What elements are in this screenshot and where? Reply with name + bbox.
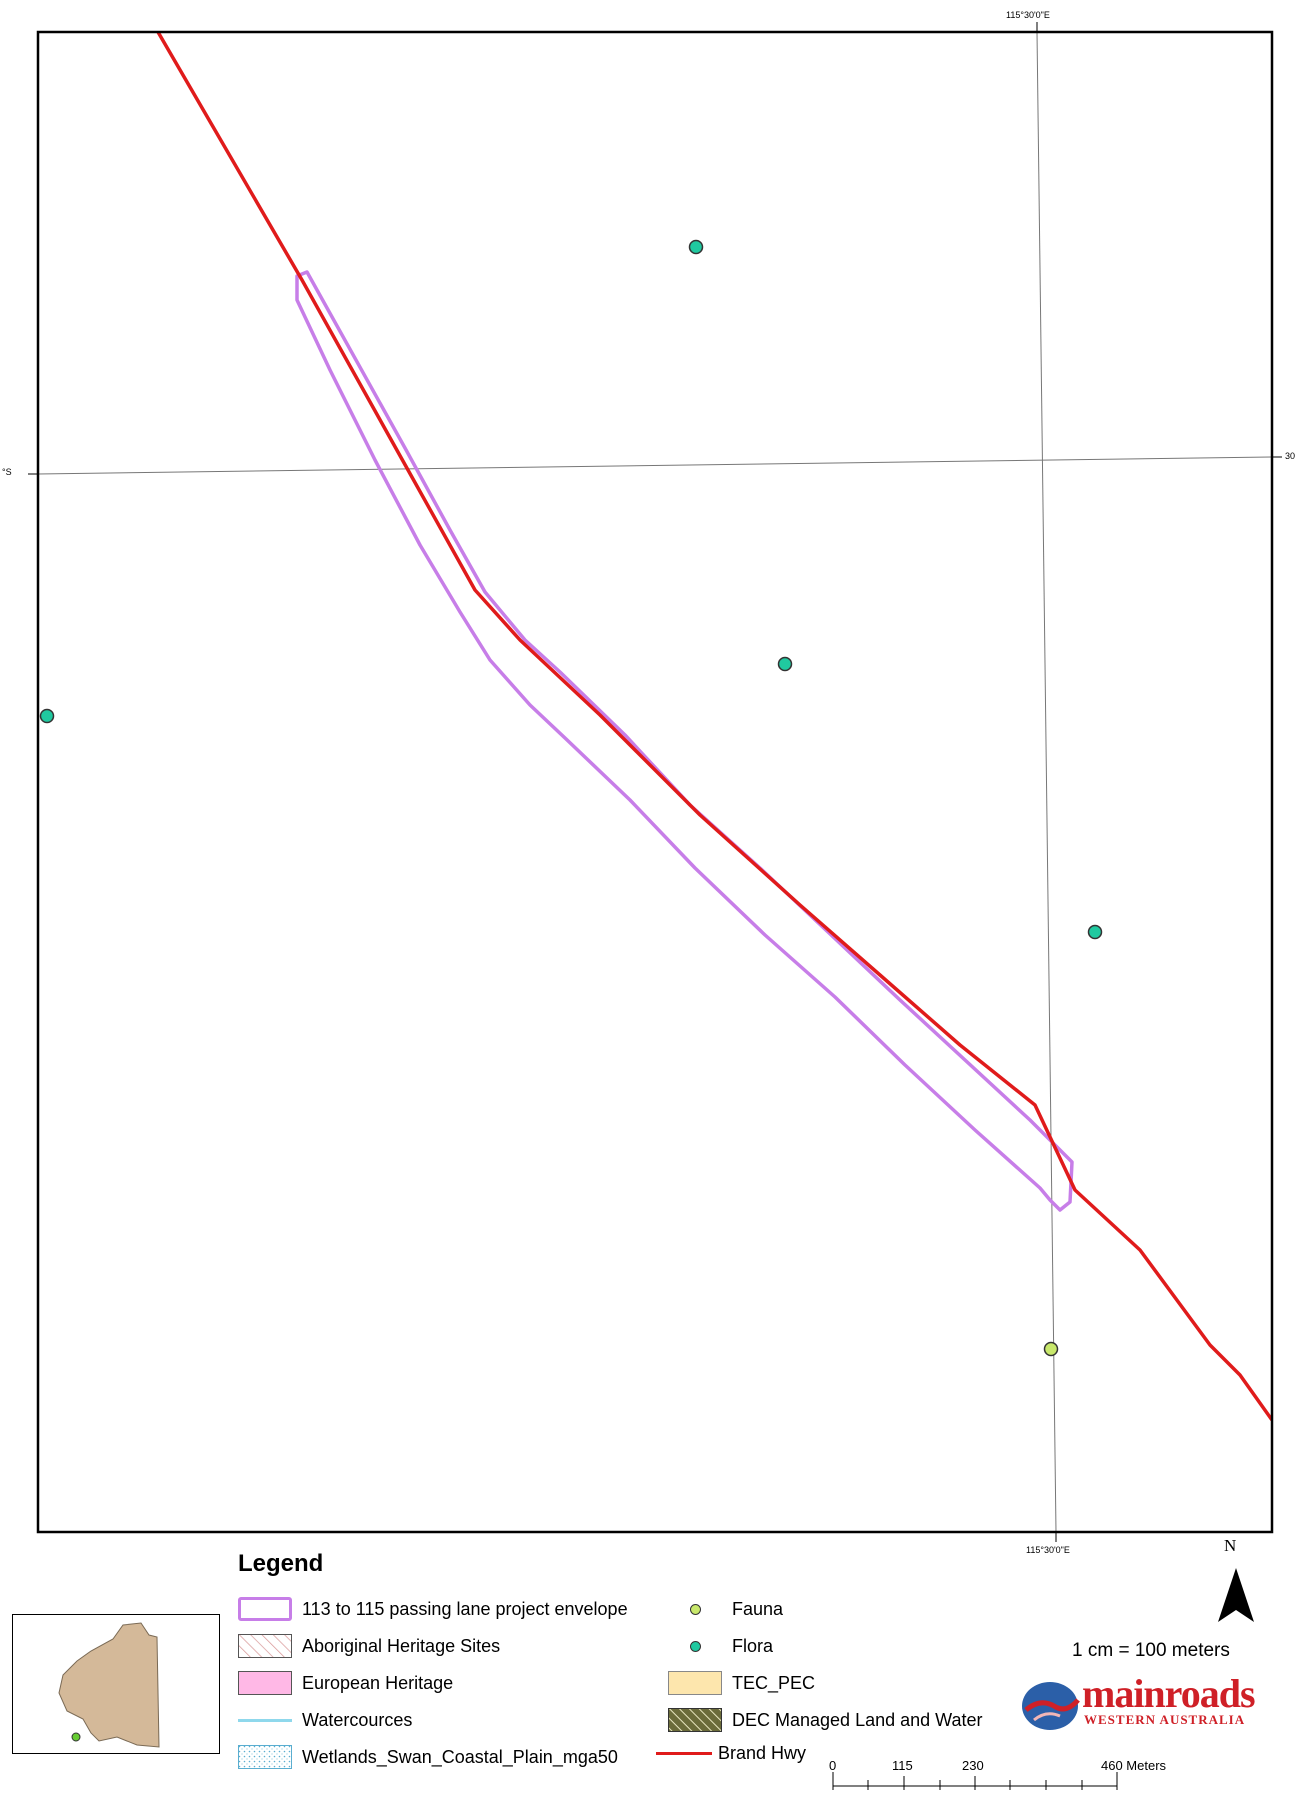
legend-item-fauna: Fauna — [668, 1596, 783, 1622]
legend-label: Wetlands_Swan_Coastal_Plain_mga50 — [302, 1746, 618, 1767]
legend-title: Legend — [238, 1550, 324, 1577]
flora-point — [688, 239, 704, 255]
project-envelope — [295, 270, 1074, 1212]
point-features — [39, 239, 1103, 1357]
scale-tick-label: 0 — [829, 1758, 837, 1773]
logo-wordmark: mainroads — [1082, 1671, 1256, 1716]
logo-subtitle: WESTERN AUSTRALIA — [1084, 1712, 1246, 1727]
graticule-label-right: 30 — [1285, 451, 1296, 461]
road-swatch — [656, 1741, 712, 1765]
legend-label: European Heritage — [302, 1672, 454, 1693]
olive-hatch-swatch — [668, 1708, 722, 1732]
legend-item-aboriginal-heritage: Aboriginal Heritage Sites — [238, 1633, 500, 1659]
scale-tick-label: 230 — [962, 1758, 984, 1773]
legend-label: DEC Managed Land and Water — [732, 1709, 983, 1730]
brand-hwy-road — [156, 32, 1272, 1422]
graticule-longitude-line — [1036, 32, 1057, 1532]
legend-item-tec-pec: TEC_PEC — [668, 1670, 815, 1696]
legend-label: Fauna — [732, 1598, 784, 1619]
map-frame — [36, 30, 1274, 1534]
legend-label: Aboriginal Heritage Sites — [302, 1635, 501, 1656]
fauna-point — [1043, 1341, 1059, 1357]
graticule-label-left: °S — [2, 467, 12, 477]
legend-item-envelope: 113 to 115 passing lane project envelope — [238, 1596, 628, 1622]
legend-item-brand-hwy: Brand Hwy — [656, 1740, 806, 1766]
line-swatch — [238, 1708, 292, 1732]
legend-label: Flora — [732, 1635, 774, 1656]
pink-swatch — [238, 1671, 292, 1695]
legend-label: 113 to 115 passing lane project envelope — [302, 1598, 628, 1619]
flora-point — [777, 656, 793, 672]
north-letter: N — [1224, 1536, 1237, 1555]
scale-tick-label: 460 Meters — [1101, 1758, 1167, 1773]
north-arrow-icon — [1218, 1568, 1254, 1622]
flora-point — [1087, 924, 1103, 940]
fauna-swatch — [668, 1597, 722, 1621]
legend-label: Watercources — [302, 1709, 413, 1730]
legend-item-wetlands: Wetlands_Swan_Coastal_Plain_mga50 — [238, 1744, 618, 1770]
inset-locator-map — [12, 1614, 220, 1754]
envelope-swatch — [238, 1597, 292, 1621]
graticule-label-bottom: 115°30'0"E — [1026, 1545, 1070, 1555]
scale-ratio: 1 cm = 100 meters — [1072, 1640, 1230, 1661]
scale-tick-label: 115 — [892, 1758, 913, 1773]
graticule-label-top: 115°30'0"E — [1006, 10, 1050, 20]
dots-swatch — [238, 1745, 292, 1769]
western-australia-outline — [58, 1622, 160, 1748]
graticule — [38, 32, 1272, 1532]
graticule-latitude-line — [38, 456, 1272, 475]
legend-label: Brand Hwy — [718, 1742, 807, 1763]
legend-item-european-heritage: European Heritage — [238, 1670, 453, 1696]
globe-icon — [1022, 1682, 1080, 1730]
tec-swatch — [668, 1671, 722, 1695]
scale-bar — [832, 1772, 1118, 1790]
inset-location-marker — [71, 1732, 81, 1742]
flora-point — [39, 708, 55, 724]
legend-item-dec-managed: DEC Managed Land and Water — [668, 1707, 982, 1733]
mainroads-logo: mainroads WESTERN AUSTRALIA — [1020, 1671, 1260, 1736]
legend-item-flora: Flora — [668, 1633, 773, 1659]
legend-item-watercourses: Watercources — [238, 1707, 412, 1733]
legend-label: TEC_PEC — [732, 1672, 816, 1693]
hatch-swatch — [238, 1634, 292, 1658]
flora-swatch — [668, 1634, 722, 1658]
